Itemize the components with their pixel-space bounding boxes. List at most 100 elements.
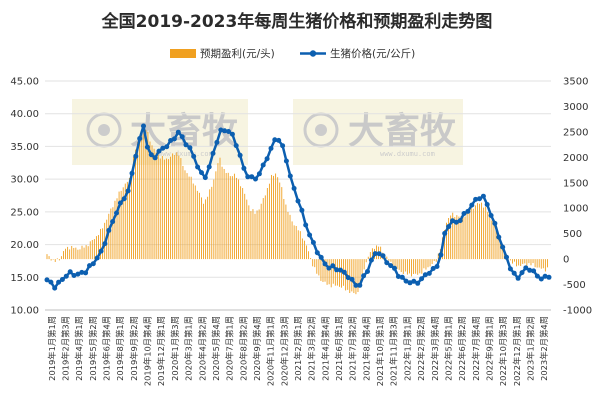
price-point [179,134,185,140]
left-axis-tick: 25.00 [10,207,39,218]
profit-bar [277,177,279,260]
price-point [210,150,216,156]
price-point [67,269,73,275]
price-point [229,131,235,137]
profit-bar [489,215,491,260]
x-axis-tick: 2021年11月第3周 [389,316,399,386]
profit-bar [437,253,439,260]
profit-bar [295,225,297,260]
price-point [283,158,289,164]
profit-bar [336,259,338,286]
profit-bar [159,158,161,260]
price-point [376,251,382,257]
price-point [144,144,150,150]
x-axis-tick: 2019年4月第1周 [74,316,84,381]
price-point [175,129,181,135]
price-point [299,207,305,213]
profit-bar [233,173,235,260]
price-point [480,193,486,199]
profit-bar [65,248,66,260]
price-point [52,285,58,291]
right-axis: -1000 -500 0 500 1000 1500 2000 2500 3000 3500 [563,77,592,317]
profit-bar [417,259,419,275]
price-point [253,176,258,182]
profit-bar [468,211,470,260]
profit-bar [301,238,303,260]
profit-bar [427,259,429,268]
profit-bar [83,247,85,260]
x-axis-tick: 2022年10月第3周 [498,316,508,386]
profit-bar [238,179,239,260]
price-point [434,264,440,269]
x-axis-tick: 2021年10月第1周 [375,316,385,386]
price-point [129,170,135,176]
x-axis-tick: 2020年3月第1周 [184,316,194,381]
profit-bar [303,240,305,260]
x-axis-tick: 2019年6月第4周 [102,316,112,381]
x-axis-tick: 2020年9月第4周 [252,316,262,381]
x-axis-tick: 2021年2月第1周 [293,316,303,381]
profit-bar [429,259,431,267]
profit-bar [353,259,355,294]
price-point [392,265,397,271]
price-point [48,279,54,285]
right-axis-tick: 3500 [563,77,588,88]
profit-bar [518,259,520,266]
profit-bar [252,209,254,260]
right-axis-tick: -500 [563,280,586,291]
profit-bar [85,245,87,260]
profit-bar [223,168,225,260]
profit-bar [409,259,410,274]
profit-bar [192,183,194,260]
profit-bar [297,230,299,260]
profit-bar [93,239,95,260]
profit-bar [178,155,180,260]
x-axis-tick: 2020年12月第3周 [279,316,289,386]
price-point [515,275,521,281]
price-point [334,267,340,273]
profit-bar [530,259,532,266]
price-point [338,267,343,273]
price-point [318,254,324,260]
price-point [507,266,513,272]
profit-bar [526,259,528,266]
profit-bar [524,259,526,264]
profit-bar [328,259,330,285]
left-axis-tick: 30.00 [10,175,39,186]
price-point [492,220,498,226]
profit-bar [77,249,79,260]
profit-bar [176,152,178,260]
watermark-2: www.dxumu.com 大畜牧 [293,99,463,165]
price-point [330,263,336,269]
right-axis-tick: 2000 [563,153,588,164]
profit-bar [205,199,207,260]
x-axis-tick: 2022年1月第1周 [402,316,412,381]
profit-bar [180,158,182,260]
profit-bar [532,259,534,264]
right-axis-tick: 1500 [563,178,588,189]
price-point [71,273,77,278]
profit-bar [423,259,425,269]
x-axis-tick: 2019年10月第4周 [143,316,153,386]
price-point [542,273,548,279]
profit-bar [120,190,122,260]
legend-label-price: 生猪价格(元/公斤) [330,47,415,60]
profit-bar [145,129,147,260]
price-point [361,273,367,279]
price-point [430,266,436,271]
profit-bar [421,259,423,274]
price-point [345,275,351,281]
price-point [187,145,193,151]
profit-bar [250,211,252,260]
price-point [450,218,455,224]
profit-bar [71,245,73,260]
x-axis-tick: 2023年2月第4周 [539,316,549,381]
price-point [59,277,65,282]
price-point [461,211,467,216]
profit-bar [209,189,211,260]
profit-bar [338,259,340,287]
profit-bar [211,186,213,260]
profit-bar [285,204,287,260]
profit-bar [299,231,301,260]
profit-bar [203,203,204,260]
